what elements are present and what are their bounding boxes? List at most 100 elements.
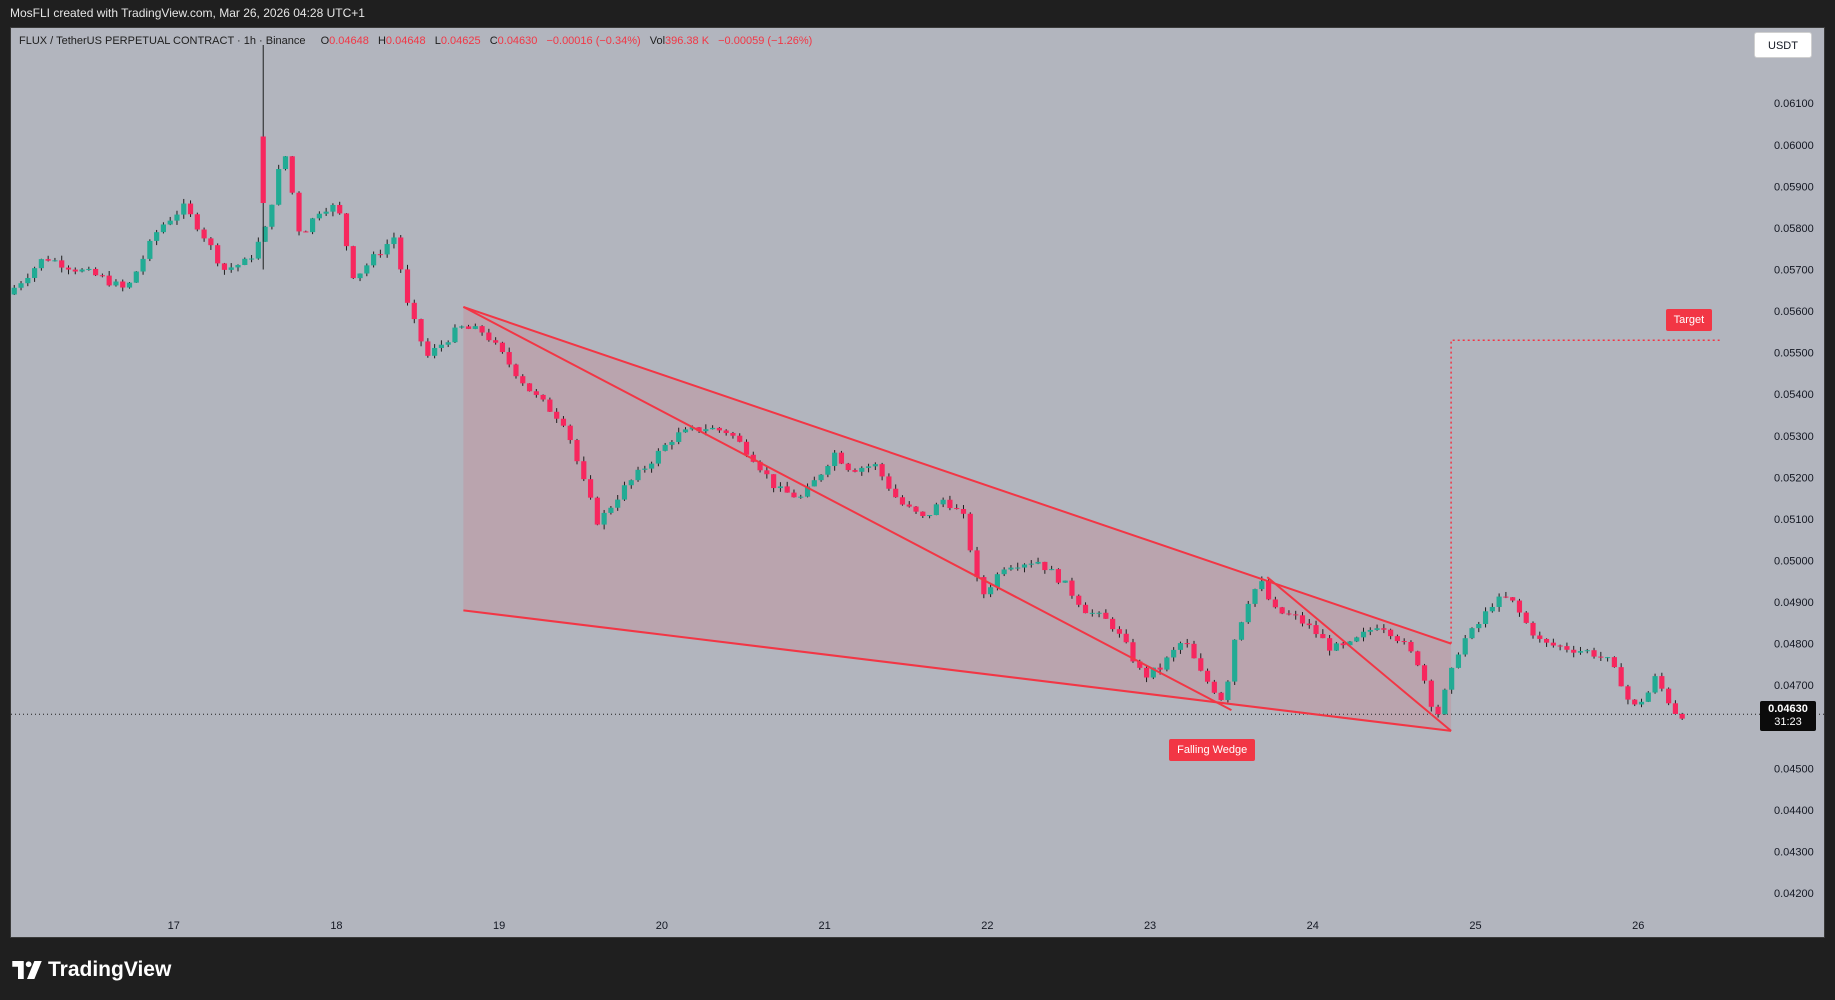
candle-body <box>248 258 255 260</box>
candle-body <box>106 275 112 286</box>
candle-body <box>872 464 878 467</box>
candle-body <box>1279 607 1285 614</box>
candle-body <box>154 232 160 241</box>
candle-body <box>1462 638 1468 655</box>
high-value: 0.04648 <box>385 35 426 47</box>
candle-body <box>906 504 912 507</box>
candle-body <box>1137 661 1143 668</box>
x-tick-label: 26 <box>1632 920 1644 932</box>
candle-body <box>608 507 614 513</box>
candle-body <box>120 281 126 288</box>
candle-body <box>1523 612 1529 623</box>
candle-body <box>526 383 533 392</box>
candle-body <box>893 488 899 498</box>
candle-body <box>933 504 939 516</box>
y-tick-label: 0.04200 <box>1774 888 1814 900</box>
candle-body <box>1510 597 1516 601</box>
chart-area[interactable]: 0.06100 0.06000 0.05900 0.05800 0.05700 0.056… <box>10 27 1825 938</box>
candle-body <box>289 156 295 193</box>
y-tick-label: 0.05900 <box>1774 181 1814 193</box>
candle-countdown: 31:23 <box>1774 716 1802 729</box>
candle-body <box>235 264 241 268</box>
candle-body <box>1618 667 1624 687</box>
candle-body <box>1564 646 1570 650</box>
candle-body <box>730 433 736 436</box>
candle-body <box>1537 635 1543 639</box>
candle-body <box>1435 706 1441 715</box>
candle-body <box>1245 603 1251 623</box>
candle-body <box>133 271 139 283</box>
y-tick-label: 0.04400 <box>1774 805 1814 817</box>
candle-body <box>411 302 417 320</box>
y-tick-label: 0.05300 <box>1774 431 1814 443</box>
candle-body <box>1591 650 1597 657</box>
candle-body <box>343 213 350 247</box>
candle-body <box>1232 639 1238 682</box>
candle-body <box>1306 623 1312 626</box>
y-tick-label: 0.04800 <box>1774 639 1814 651</box>
candle-body <box>167 220 173 225</box>
candle-body <box>1035 561 1041 564</box>
candle-body <box>52 260 58 262</box>
candle-body <box>160 224 167 233</box>
candle-body <box>59 260 65 268</box>
candle-body <box>1204 670 1211 682</box>
candle-body <box>377 254 383 256</box>
candle-body <box>1028 563 1034 565</box>
y-tick-label: 0.05200 <box>1774 472 1814 484</box>
candle-body <box>1503 596 1509 598</box>
candle-body <box>1516 600 1523 613</box>
x-tick-label: 25 <box>1469 920 1481 932</box>
candle-body <box>1449 667 1455 690</box>
falling-wedge-label[interactable]: Falling Wedge <box>1169 738 1256 761</box>
currency-button[interactable]: USDT <box>1754 32 1812 58</box>
wedge-inner-line-2 <box>1266 576 1452 732</box>
candle-body <box>1293 614 1299 616</box>
candle-body <box>940 499 946 505</box>
tradingview-logo[interactable]: TradingView <box>12 958 171 982</box>
symbol-title[interactable]: FLUX / TetherUS PERPETUAL CONTRACT · 1h … <box>19 35 306 47</box>
candle-body <box>1381 628 1387 630</box>
candle-body <box>845 463 851 471</box>
low-label: L <box>434 35 441 47</box>
candle-body <box>574 440 580 462</box>
candle-body <box>1482 611 1489 624</box>
candle-body <box>1442 689 1448 715</box>
candle-body <box>981 577 987 595</box>
candlestick-chart[interactable]: 0.06100 0.06000 0.05900 0.05800 0.05700 0.056… <box>11 28 1824 937</box>
candle-body <box>513 364 519 377</box>
candle-body <box>1354 637 1360 642</box>
target-label[interactable]: Target <box>1665 309 1713 332</box>
falling-wedge-fill <box>463 306 1452 731</box>
candle-body <box>384 244 390 255</box>
wedge-inner-line <box>462 306 1232 712</box>
candle-body <box>777 486 784 489</box>
candle-body <box>174 214 180 221</box>
candle-body <box>669 441 675 445</box>
candle-body <box>1530 622 1536 636</box>
tradingview-logo-text: TradingView <box>48 958 172 981</box>
candle-body <box>45 259 51 261</box>
candle-body <box>913 506 919 512</box>
candle-body <box>1327 638 1333 651</box>
candle-body <box>1164 657 1170 670</box>
candle-body <box>926 515 933 517</box>
volume-change: −0.00059 (−1.26%) <box>718 35 813 47</box>
candle-body <box>689 427 695 430</box>
candle-body <box>1340 643 1346 646</box>
candle-body <box>1008 567 1014 570</box>
candle-body <box>635 469 641 481</box>
y-tick-label: 0.06000 <box>1774 140 1814 152</box>
candle-body <box>615 499 621 508</box>
candle-body <box>72 269 78 272</box>
last-price-tag: 0.04630 31:23 <box>1760 701 1816 732</box>
candle-body <box>1286 613 1292 615</box>
footer: TradingView <box>0 938 1835 1000</box>
y-tick-label: 0.05400 <box>1774 389 1814 401</box>
target-projection-line <box>1450 339 1720 644</box>
open-value: 0.04648 <box>329 35 369 47</box>
candle-body <box>710 427 716 430</box>
candle-body <box>1679 713 1685 719</box>
candle-body <box>215 245 221 264</box>
candle-body <box>228 267 234 270</box>
